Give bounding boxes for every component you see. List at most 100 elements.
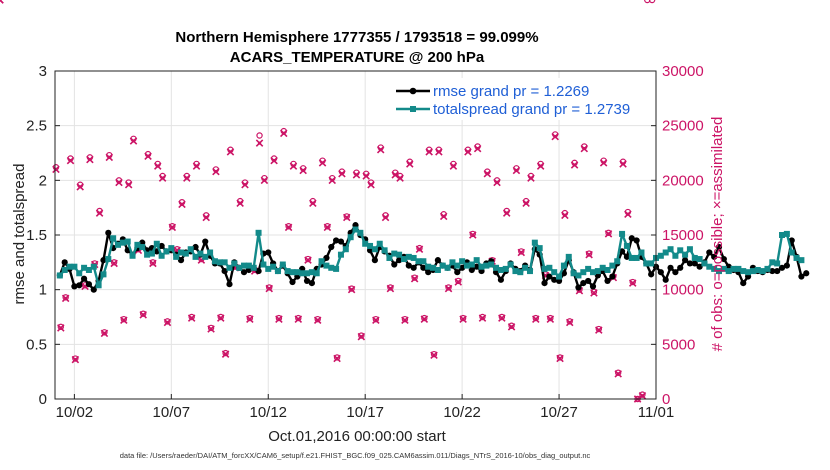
obs-assimilated-point: [343, 213, 351, 222]
totalspread-point: [294, 269, 301, 276]
y-tick-label: 0.5: [26, 336, 47, 353]
obs-assimilated-point: [367, 180, 375, 189]
rmse-point: [177, 257, 185, 264]
rmse-point: [691, 260, 698, 267]
obs-assimilated-point: [522, 199, 530, 208]
obs-assimilated-point: [396, 174, 404, 182]
totalspread-point: [66, 263, 73, 270]
obs-assimilated-point: [120, 316, 128, 325]
obs-assimilated-point: [381, 213, 390, 222]
rmse-point: [71, 283, 78, 290]
totalspread-point: [304, 270, 311, 277]
totalspread-point: [226, 264, 233, 271]
totalspread-point: [386, 254, 393, 261]
obs-count-series: [0, 0, 656, 403]
obs-assimilated-point: [561, 211, 569, 220]
totalspread-point: [473, 257, 480, 264]
obs-assimilated-point: [570, 161, 579, 169]
totalspread-point: [619, 230, 626, 237]
totalspread-point: [711, 265, 718, 272]
totalspread-point: [749, 268, 756, 275]
totalspread-point: [488, 261, 495, 268]
y-right-tick-label: 10000: [662, 282, 704, 299]
totalspread-point: [686, 246, 693, 253]
obs-assimilated-point: [66, 156, 75, 165]
obs-assimilated-point: [352, 171, 361, 179]
rmse-point: [289, 278, 296, 286]
totalspread-point: [745, 269, 752, 276]
rmse-point: [391, 261, 398, 268]
rmse-point: [551, 276, 558, 283]
chart-title: Northern Hemisphere 1777355 / 1793518 = …: [175, 29, 538, 46]
obs-assimilated-point: [129, 137, 138, 145]
totalspread-point: [405, 253, 412, 260]
totalspread-point: [119, 239, 126, 246]
rmse-point: [778, 264, 786, 271]
rmse-point: [255, 267, 262, 275]
rmse-point: [575, 284, 582, 291]
totalspread-point: [512, 268, 519, 275]
obs-assimilated-point: [323, 223, 332, 232]
obs-assimilated-point: [294, 315, 303, 323]
obs-assimilated-point: [309, 199, 317, 208]
totalspread-point: [207, 249, 214, 256]
obs-assimilated-point: [425, 148, 433, 156]
obs-assimilated-point: [580, 144, 589, 153]
totalspread-point: [396, 251, 403, 258]
totalspread-point: [478, 263, 485, 270]
totalspread-point: [231, 260, 238, 267]
rmse-point: [783, 262, 790, 269]
obs-assimilated-point: [512, 166, 521, 175]
rmse-point: [633, 237, 640, 244]
totalspread-point: [425, 263, 432, 270]
obs-assimilated-point: [406, 160, 414, 168]
footnote: data file: /Users/raeder/DAI/ATM_forcXX/…: [120, 451, 591, 460]
totalspread-point: [483, 262, 490, 269]
rmse-point: [226, 281, 233, 288]
totalspread-point: [774, 260, 781, 267]
obs-assimilated-point: [595, 326, 603, 334]
obs-assimilated-point: [483, 170, 492, 178]
y-right-tick-label: 25000: [662, 118, 704, 135]
rmse-point: [740, 280, 747, 287]
totalspread-point: [299, 270, 306, 277]
totalspread-point: [565, 253, 572, 260]
y-tick-label: 0: [39, 391, 47, 408]
obs-assimilated-point: [362, 172, 370, 180]
totalspread-point: [410, 254, 417, 261]
obs-assimilated-point: [376, 145, 385, 154]
totalspread-point: [236, 264, 243, 271]
rmse-point: [546, 273, 553, 280]
rmse-point: [604, 277, 611, 285]
obs-assimilated-point: [299, 166, 307, 175]
legend-marker-totalspread: [410, 106, 416, 112]
totalspread-point: [497, 266, 504, 273]
totalspread-point: [502, 265, 509, 272]
totalspread-point: [352, 226, 359, 233]
rmse-point: [459, 264, 466, 271]
totalspread-point: [556, 273, 563, 280]
totalspread-point: [313, 270, 320, 277]
obs-assimilated-point: [444, 284, 453, 293]
rmse-point: [420, 264, 427, 271]
obs-assimilated-point: [493, 178, 501, 187]
obs-assimilated-point: [585, 250, 593, 259]
totalspread-point: [716, 268, 723, 275]
rmse-point: [706, 249, 713, 256]
totalspread-point: [95, 282, 102, 289]
totalspread-point: [250, 264, 257, 271]
rmse-point: [657, 269, 664, 276]
chart-subtitle: ACARS_TEMPERATURE @ 200 hPa: [230, 49, 485, 66]
rmse-point: [769, 267, 776, 275]
obs-assimilated-point: [124, 180, 133, 189]
rmse-point: [711, 253, 718, 260]
totalspread-point: [105, 256, 112, 263]
obs-assimilated-point: [76, 183, 84, 191]
rmse-point: [90, 286, 97, 293]
totalspread-point: [599, 264, 606, 271]
obs-assimilated-point: [270, 156, 278, 165]
totalspread-point: [493, 264, 500, 271]
totalspread-point: [439, 262, 446, 269]
totalspread-point: [274, 268, 281, 275]
obs-assimilated-point: [115, 178, 123, 187]
